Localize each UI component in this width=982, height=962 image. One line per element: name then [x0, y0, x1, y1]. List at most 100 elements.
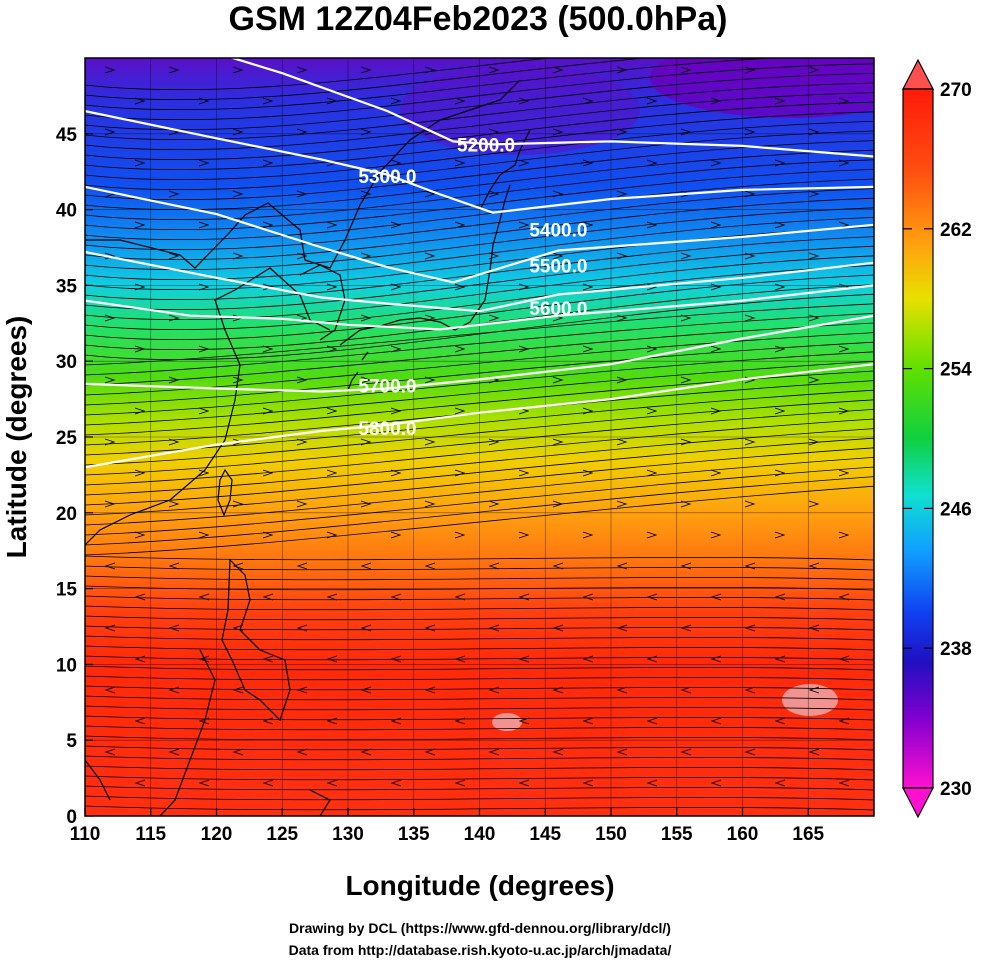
flow-arrow — [454, 531, 466, 539]
flow-arrow — [262, 345, 274, 353]
flow-arrow — [232, 500, 244, 508]
flow-arrow — [326, 593, 338, 601]
flow-arrow — [262, 407, 274, 415]
x-tick-label: 160 — [727, 824, 759, 845]
flow-arrow — [104, 624, 116, 632]
streamline — [85, 615, 874, 621]
flow-arrow — [104, 314, 116, 322]
flow-arrow — [710, 531, 722, 539]
flow-arrow — [744, 314, 756, 322]
flow-arrow — [198, 283, 210, 291]
flow-arrow — [232, 624, 244, 632]
flow-arrow — [616, 748, 628, 756]
flow-arrow — [134, 159, 146, 167]
flow-arrow — [360, 748, 372, 756]
flow-arrow — [326, 345, 338, 353]
flow-arrow — [710, 593, 722, 601]
colorbar-tick-label: 254 — [940, 360, 972, 381]
x-tick-label: 130 — [332, 824, 364, 845]
contour-line — [85, 185, 874, 284]
colorbar-tick-label: 238 — [940, 639, 972, 660]
flow-arrow — [168, 624, 180, 632]
flow-arrow — [424, 190, 436, 198]
streamline — [85, 466, 874, 536]
flow-arrow — [774, 593, 786, 601]
flow-arrow — [552, 190, 564, 198]
streamline — [85, 351, 874, 416]
flow-arrow — [518, 221, 530, 229]
flow-arrow — [774, 407, 786, 415]
flow-arrow — [168, 252, 180, 260]
streamline — [85, 785, 874, 791]
flow-arrow — [680, 748, 692, 756]
streamline — [85, 715, 874, 721]
flow-arrow — [262, 159, 274, 167]
flow-arrow — [296, 252, 308, 260]
cold-core-inner — [400, 65, 640, 155]
streamline — [85, 755, 874, 761]
flow-arrow — [710, 779, 722, 787]
flow-arrow — [646, 593, 658, 601]
flow-arrow — [744, 190, 756, 198]
colorbar-min-arrow — [902, 787, 934, 819]
flow-arrow — [134, 779, 146, 787]
flow-arrow — [808, 686, 820, 694]
plot-area: 5200.0 5300.0 5400.0 5500.0 5600.0 5700.0 5800… — [85, 58, 874, 816]
streamline — [85, 274, 874, 341]
flow-arrow — [744, 748, 756, 756]
flow-arrow — [838, 97, 850, 105]
streamline — [85, 595, 874, 601]
streamline — [85, 361, 874, 426]
flow-arrow — [582, 655, 594, 663]
flow-arrow — [808, 252, 820, 260]
flow-arrow — [326, 717, 338, 725]
flow-arrow — [168, 562, 180, 570]
contour-label: 5500.0 — [529, 257, 587, 278]
flow-arrow — [838, 159, 850, 167]
x-tick-label: 155 — [661, 824, 693, 845]
flow-arrow — [646, 779, 658, 787]
colorbar-tick-label: 246 — [940, 499, 972, 520]
flow-arrow — [104, 252, 116, 260]
flow-arrow — [296, 438, 308, 446]
streamline — [85, 197, 874, 261]
flow-arrow — [838, 655, 850, 663]
flow-arrow — [838, 717, 850, 725]
contour-label: 5600.0 — [529, 299, 587, 320]
flow-arrow — [488, 438, 500, 446]
streamline — [85, 58, 781, 111]
contour-line — [229, 58, 874, 158]
flow-arrow — [774, 779, 786, 787]
x-tick-label: 125 — [266, 824, 298, 845]
flow-arrow — [616, 376, 628, 384]
flow-arrow — [168, 748, 180, 756]
x-axis-ticks: 110 115 120 125 130 135 140 145 150 155 160 165 — [70, 808, 825, 845]
flow-arrow — [488, 128, 500, 136]
flow-arrow — [232, 686, 244, 694]
flow-arrow — [326, 779, 338, 787]
flow-arrow — [616, 562, 628, 570]
flow-arrow — [488, 562, 500, 570]
flow-arrow — [454, 407, 466, 415]
colorbar-tick-label: 230 — [940, 779, 972, 800]
streamline — [85, 169, 874, 231]
flow-arrow — [390, 97, 402, 105]
flow-arrow — [198, 159, 210, 167]
streamline — [85, 121, 874, 181]
x-tick-label: 150 — [595, 824, 627, 845]
flow-arrow — [232, 66, 244, 74]
flow-arrow — [838, 469, 850, 477]
flow-arrow — [424, 314, 436, 322]
flow-arrow — [390, 717, 402, 725]
flow-arrow — [168, 438, 180, 446]
flow-arrow — [134, 655, 146, 663]
flow-arrow — [710, 221, 722, 229]
streamline — [85, 645, 874, 651]
y-tick-label: 25 — [56, 428, 78, 449]
flow-arrow — [390, 407, 402, 415]
flow-arrow — [616, 686, 628, 694]
flow-arrow — [774, 283, 786, 291]
flow-arrow — [582, 469, 594, 477]
flow-arrow — [262, 469, 274, 477]
